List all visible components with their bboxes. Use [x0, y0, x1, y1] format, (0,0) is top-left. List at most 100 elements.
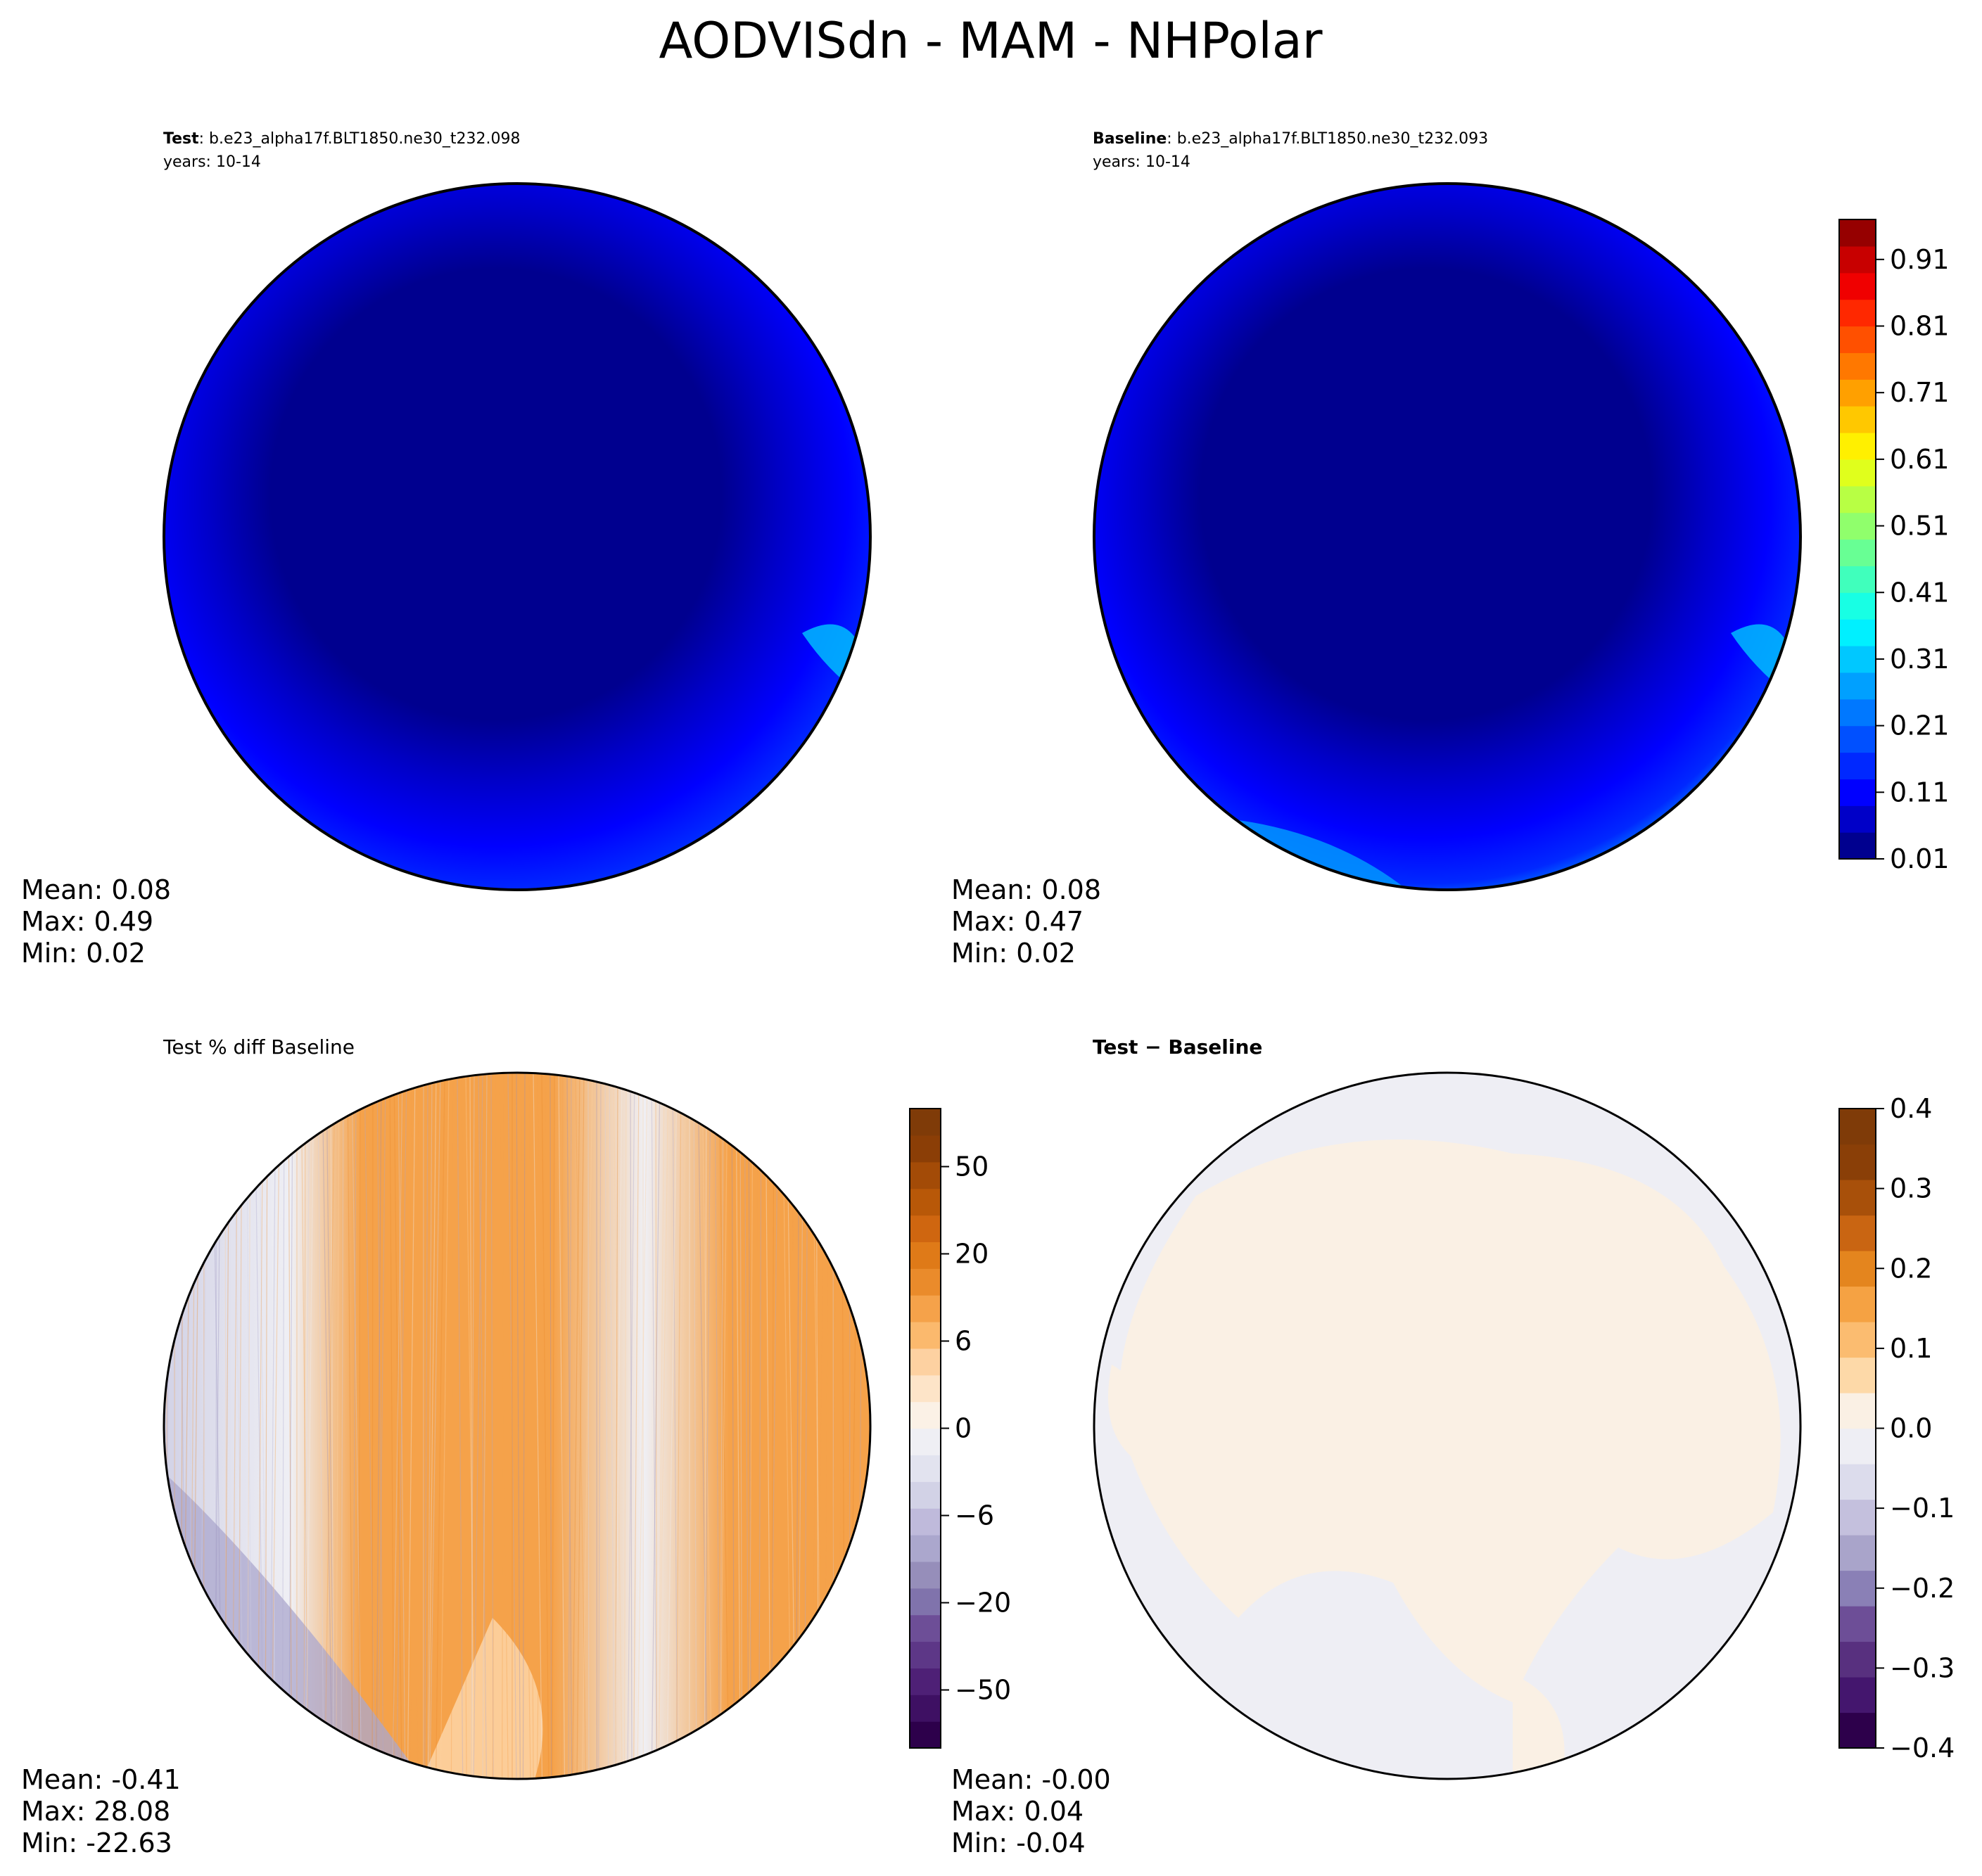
colorbar-pct-swatch: [910, 1161, 941, 1189]
pct-diff-streak-line: [482, 1073, 488, 1779]
panel-diff-max: Max: 0.04: [951, 1796, 1084, 1827]
panel-diff-map-boundary: [1093, 1071, 1802, 1780]
colorbar-pct-swatch: [910, 1135, 941, 1163]
pct-diff-streak-line: [613, 1073, 623, 1779]
panel-pct-diff-min: Min: -22.63: [21, 1827, 172, 1858]
pct-diff-streak-line: [376, 1073, 382, 1779]
colorbar-aod-swatch: [1839, 752, 1876, 779]
pct-diff-streak-line: [215, 1073, 217, 1779]
colorbar-aod-swatch: [1839, 219, 1876, 247]
pct-diff-streak-line: [748, 1073, 751, 1779]
pct-diff-streak-line: [651, 1073, 657, 1779]
colorbar-diff-swatch: [1839, 1251, 1876, 1287]
colorbar-diff-tick-label: 0.1: [1890, 1333, 1932, 1364]
panel-test-label-bold: Test: [163, 130, 199, 148]
colorbar-aod-swatch: [1839, 805, 1876, 833]
panel-pct-diff-map-boundary: [163, 1071, 872, 1780]
pct-diff-streak-line: [288, 1073, 293, 1779]
colorbar-diff-swatch: [1839, 1428, 1876, 1465]
colorbar-diff-swatch: [1839, 1180, 1876, 1216]
pct-diff-streak-line: [410, 1073, 419, 1779]
pct-diff-streak-line: [558, 1073, 566, 1779]
pct-diff-streak-line: [471, 1073, 475, 1779]
pct-diff-streak-line: [457, 1073, 464, 1779]
colorbar-pct-tick-label: 20: [955, 1239, 989, 1270]
pct-diff-streak-line: [352, 1073, 357, 1779]
colorbar-diff-swatch: [1839, 1215, 1876, 1251]
pct-diff-streak-line: [440, 1073, 450, 1779]
pct-diff-streak-line: [424, 1073, 428, 1779]
pct-diff-streak-line: [701, 1073, 712, 1779]
colorbar-diff-tick-label: −0.4: [1890, 1733, 1955, 1763]
colorbar-pct-swatch: [910, 1481, 941, 1509]
pct-diff-streak-line: [568, 1073, 572, 1779]
pct-diff-streak-line: [658, 1073, 669, 1779]
colorbar-aod: 0.01 0.11 0.21 0.31 0.41 0.51 0.61 0.71 0.81 0.91: [1838, 219, 1950, 874]
pct-diff-streak-line: [550, 1073, 552, 1779]
pct-diff-streak-line: [288, 1073, 293, 1779]
pct-diff-streak-line: [598, 1073, 602, 1779]
pct-diff-streak-line: [693, 1073, 697, 1779]
colorbar-aod-swatch: [1839, 459, 1876, 487]
colorbar-diff-swatch: [1839, 1286, 1876, 1322]
colorbar-pct-swatch: [910, 1588, 941, 1616]
pct-diff-streak-line: [720, 1073, 728, 1779]
pct-diff-streak-line: [393, 1073, 402, 1779]
colorbar-aod-swatch: [1839, 779, 1876, 806]
colorbar-aod-tick-label: 0.11: [1890, 777, 1950, 808]
colorbar-pct-tick-label: −50: [955, 1675, 1011, 1706]
panel-test-map-boundary: [163, 182, 872, 891]
panel-baseline-label-bold: Baseline: [1093, 130, 1167, 148]
pct-diff-streak-line: [469, 1073, 474, 1779]
pct-diff-streak-line: [576, 1073, 585, 1779]
colorbar-diff-swatch: [1839, 1464, 1876, 1500]
pct-diff-streak-line: [265, 1073, 268, 1779]
colorbar-aod-swatch: [1839, 299, 1876, 327]
pct-diff-streak-line: [224, 1073, 227, 1779]
colorbar-pct-swatch: [910, 1348, 941, 1376]
panel-baseline-field: [1094, 184, 1800, 890]
pct-diff-streak-line: [651, 1073, 661, 1779]
pct-diff-streak-line: [714, 1073, 720, 1779]
panel-pct-diff: Test % diff Baseline Mean: -0.41 Max: 28…: [21, 1035, 872, 1858]
pct-diff-streak-line: [704, 1073, 707, 1779]
panel-diff-min: Min: -0.04: [951, 1827, 1086, 1858]
colorbar-aod-swatch: [1839, 406, 1876, 433]
colorbar-pct-swatch: [910, 1455, 941, 1482]
pct-diff-streak-line: [614, 1073, 623, 1779]
panel-baseline-years: years: 10-14: [1093, 153, 1190, 171]
colorbar-diff-tick-label: 0.4: [1890, 1093, 1932, 1124]
pct-diff-streak-line: [499, 1073, 509, 1779]
pct-diff-streak-line: [376, 1073, 384, 1779]
colorbar-aod-swatch: [1839, 352, 1876, 380]
panel-pct-diff-max: Max: 28.08: [21, 1796, 170, 1827]
pct-diff-streak-line: [637, 1073, 648, 1779]
colorbar-pct-swatch: [910, 1508, 941, 1536]
colorbar-aod-swatch: [1839, 512, 1876, 540]
pct-diff-streak-line: [409, 1073, 420, 1779]
pct-diff-streak-line: [749, 1073, 754, 1779]
colorbar-aod-tick-label: 0.71: [1890, 377, 1950, 408]
colorbar-diff-swatch: [1839, 1535, 1876, 1571]
colorbar-pct-swatch: [910, 1374, 941, 1403]
colorbar-diff-swatch: [1839, 1677, 1876, 1714]
pct-diff-streak-line: [378, 1073, 386, 1779]
colorbar-pct-swatch: [910, 1668, 941, 1695]
panel-baseline-label-case: : b.e23_alpha17f.BLT1850.ne30_t232.093: [1167, 130, 1488, 148]
colorbar-pct-swatch: [910, 1268, 941, 1296]
pct-diff-streak-line: [516, 1073, 521, 1779]
pct-diff-streak-line: [368, 1073, 377, 1779]
pct-diff-streak-line: [758, 1073, 762, 1779]
colorbar-diff-swatch: [1839, 1322, 1876, 1358]
colorbar-aod-swatch: [1839, 485, 1876, 513]
colorbar-diff-tick-label: −0.2: [1890, 1573, 1955, 1604]
pct-diff-streak-line: [735, 1073, 741, 1779]
pct-diff-streak-line: [832, 1073, 834, 1779]
colorbar-aod-swatch: [1839, 272, 1876, 300]
colorbar-pct-swatch: [910, 1322, 941, 1349]
pct-diff-streak-line: [770, 1073, 779, 1779]
panel-baseline-map-boundary: [1093, 182, 1802, 891]
pct-diff-streak-line: [609, 1073, 615, 1779]
panel-test-label: Test: b.e23_alpha17f.BLT1850.ne30_t232.0…: [163, 130, 520, 148]
